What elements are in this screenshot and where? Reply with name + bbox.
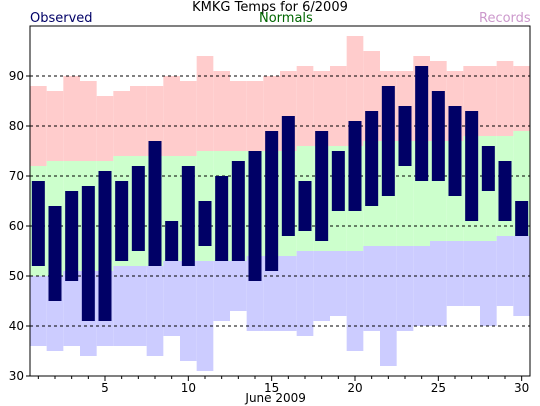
record-low-band-day-6 xyxy=(113,266,130,346)
x-axis-label: June 2009 xyxy=(244,391,306,405)
record-low-band-day-10 xyxy=(180,261,197,361)
observed-bar-day-6 xyxy=(115,181,129,261)
observed-bar-day-17 xyxy=(298,181,312,231)
record-high-band-day-4 xyxy=(80,81,97,161)
y-tick-label-70: 70 xyxy=(9,169,24,183)
record-high-band-day-13 xyxy=(230,81,247,151)
record-low-band-day-12 xyxy=(213,261,230,321)
legend-normals: Normals xyxy=(259,11,313,26)
observed-bar-day-14 xyxy=(248,151,262,281)
legend-records: Records xyxy=(479,11,531,26)
record-high-band-day-30 xyxy=(513,66,530,131)
observed-bar-day-7 xyxy=(131,166,145,251)
record-low-band-day-24 xyxy=(413,246,430,326)
record-low-band-day-1 xyxy=(30,276,47,346)
y-tick-label-30: 30 xyxy=(9,369,24,383)
observed-bar-day-30 xyxy=(515,201,529,236)
chart-title: KMKG Temps for 6/2009 xyxy=(192,0,348,15)
record-low-band-day-3 xyxy=(63,271,80,346)
observed-bar-day-21 xyxy=(365,111,379,206)
y-tick-label-90: 90 xyxy=(9,69,24,83)
normal-band-day-23 xyxy=(396,141,414,246)
record-low-band-day-17 xyxy=(296,251,314,336)
record-high-band-day-20 xyxy=(346,36,364,146)
record-high-band-day-3 xyxy=(63,76,80,161)
legend-observed: Observed xyxy=(30,11,93,26)
observed-bar-day-28 xyxy=(481,146,495,191)
observed-bar-day-20 xyxy=(348,121,362,211)
record-low-band-day-13 xyxy=(230,261,247,311)
observed-bar-day-5 xyxy=(98,171,112,321)
record-low-band-day-22 xyxy=(380,246,397,366)
observed-bar-day-2 xyxy=(48,206,62,301)
record-high-band-day-9 xyxy=(163,76,180,156)
record-high-band-day-19 xyxy=(330,66,347,146)
y-tick-label-60: 60 xyxy=(9,219,24,233)
observed-bar-day-13 xyxy=(231,161,245,261)
y-tick-label-80: 80 xyxy=(9,119,24,133)
record-low-band-day-7 xyxy=(130,266,147,346)
record-low-band-day-29 xyxy=(496,236,514,306)
observed-bar-day-26 xyxy=(448,106,462,196)
observed-bar-day-25 xyxy=(431,91,445,181)
observed-bar-day-1 xyxy=(31,181,45,266)
record-high-band-day-5 xyxy=(96,96,114,161)
x-tick-label-25: 25 xyxy=(431,381,446,395)
x-tick-label-30: 30 xyxy=(514,381,529,395)
observed-bar-day-24 xyxy=(415,66,429,181)
record-low-band-day-28 xyxy=(480,241,497,326)
record-low-band-day-26 xyxy=(446,241,464,306)
observed-bar-day-23 xyxy=(398,106,412,166)
record-high-band-day-10 xyxy=(180,81,197,156)
x-tick-label-20: 20 xyxy=(347,381,362,395)
plot-frame xyxy=(29,25,531,377)
record-low-band-day-23 xyxy=(396,246,414,331)
observed-bar-day-12 xyxy=(215,176,229,261)
record-high-band-day-11 xyxy=(196,56,214,151)
record-low-band-day-19 xyxy=(330,251,347,316)
record-high-band-day-12 xyxy=(213,71,230,151)
observed-bar-day-4 xyxy=(81,186,95,321)
record-low-band-day-30 xyxy=(513,236,530,316)
y-tick-label-40: 40 xyxy=(9,319,24,333)
record-low-band-day-8 xyxy=(146,266,164,356)
record-low-band-day-16 xyxy=(280,256,297,331)
record-low-band-day-20 xyxy=(346,251,364,351)
record-high-band-day-29 xyxy=(496,61,514,136)
x-tick-label-10: 10 xyxy=(181,381,196,395)
observed-bar-day-29 xyxy=(498,161,512,221)
observed-bar-day-27 xyxy=(465,111,479,221)
record-high-band-day-7 xyxy=(130,86,147,156)
record-high-band-day-6 xyxy=(113,91,130,156)
observed-bar-day-15 xyxy=(265,131,279,271)
x-tick-label-15: 15 xyxy=(264,381,279,395)
x-tick-label-5: 5 xyxy=(101,381,109,395)
observed-bar-day-3 xyxy=(65,191,79,281)
record-high-band-day-8 xyxy=(146,86,164,156)
record-low-band-day-27 xyxy=(463,241,480,306)
observed-bar-day-8 xyxy=(148,141,162,266)
observed-bar-day-9 xyxy=(165,221,179,261)
record-low-band-day-9 xyxy=(163,261,180,336)
observed-bar-day-22 xyxy=(381,86,395,196)
observed-bar-day-11 xyxy=(198,201,212,246)
record-low-band-day-15 xyxy=(263,256,280,331)
record-low-band-day-11 xyxy=(196,261,214,371)
observed-bar-day-19 xyxy=(331,151,345,211)
record-low-band-day-25 xyxy=(430,241,447,326)
observed-bar-day-10 xyxy=(181,166,195,266)
record-low-band-day-18 xyxy=(313,251,330,321)
record-high-band-day-18 xyxy=(313,71,330,146)
observed-bar-day-16 xyxy=(281,116,295,236)
record-high-band-day-14 xyxy=(246,81,264,151)
record-high-band-day-17 xyxy=(296,66,314,146)
y-tick-label-50: 50 xyxy=(9,269,24,283)
record-high-band-day-28 xyxy=(480,66,497,136)
observed-bar-day-18 xyxy=(315,131,329,241)
record-low-band-day-21 xyxy=(363,246,380,331)
